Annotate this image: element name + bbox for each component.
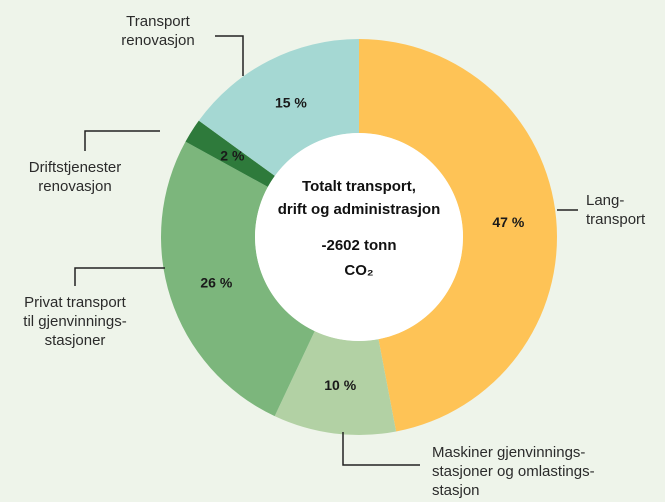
- donut-segment: [185, 120, 275, 187]
- center-title: Totalt transport, drift og administrasjon: [278, 178, 441, 218]
- donut-segment: [161, 141, 315, 417]
- value-label: 47 %: [492, 214, 524, 230]
- leader-line: [342, 432, 420, 466]
- donut-segment: [359, 39, 557, 432]
- value-label: 10 %: [324, 377, 356, 393]
- value-label: 26 %: [200, 274, 232, 290]
- value-label: 2 %: [220, 147, 245, 163]
- category-label: Privat transport til gjenvinnings-stasjon…: [23, 294, 126, 349]
- category-label: Lang-transport: [586, 192, 646, 228]
- leader-line: [84, 130, 160, 151]
- donut-segment: [198, 39, 359, 176]
- category-label: Driftstjenester renovasjon: [29, 159, 122, 195]
- leader-line: [74, 267, 165, 286]
- value-label: 15 %: [275, 94, 307, 110]
- category-label: Transport renovasjon: [121, 13, 194, 49]
- donut-hole: [255, 133, 463, 341]
- category-label: Maskiner gjenvinnings-stasjoner og omlas…: [432, 444, 595, 499]
- center-value: -2602 tonn CO₂: [321, 237, 396, 279]
- donut-segment: [274, 331, 397, 435]
- leader-line: [215, 35, 244, 76]
